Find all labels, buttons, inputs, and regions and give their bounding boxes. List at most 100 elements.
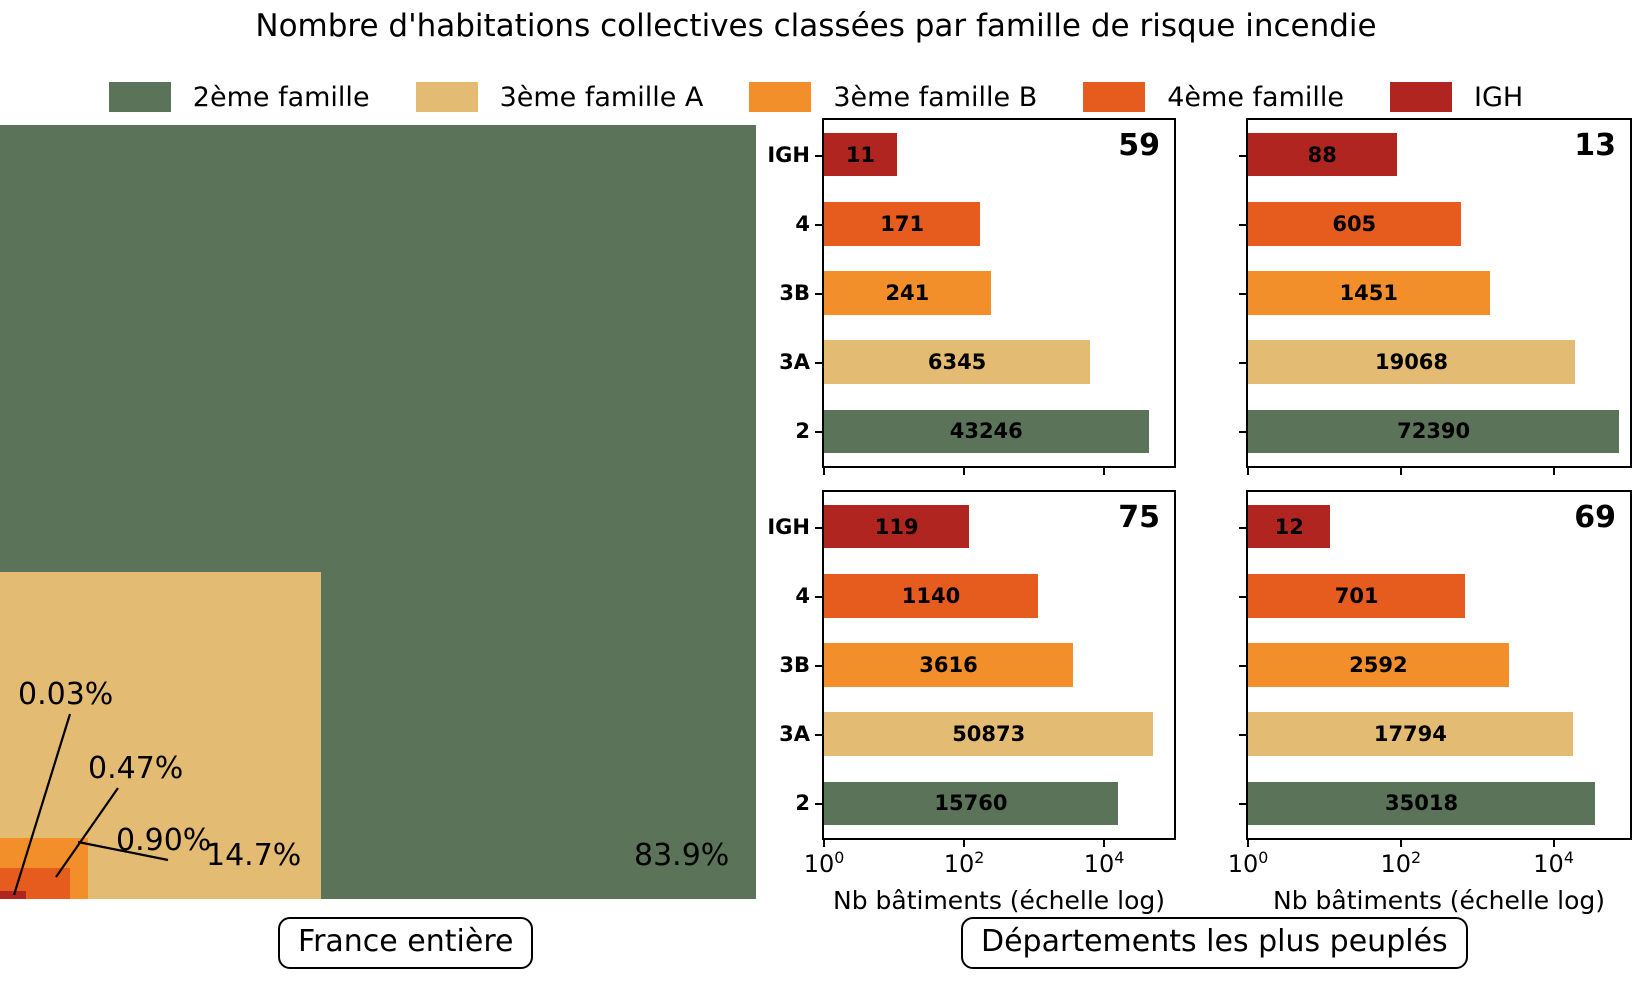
bar-value-label: 1451: [1339, 280, 1398, 305]
y-tick-label-2: 2: [795, 419, 810, 444]
bar-3b: 3616: [824, 643, 1074, 687]
x-tick-mark: [963, 466, 965, 475]
bar-3b: 2592: [1248, 643, 1509, 687]
legend-swatch-icon: [108, 82, 171, 112]
legend-swatch-icon: [1390, 82, 1452, 112]
bar-3a: 6345: [824, 340, 1091, 384]
y-tick-mark: [1239, 595, 1248, 598]
panel-dept-69: 12 701 2592 17794 35018 100 102 104 69 Nb bâtimen…: [1204, 490, 1632, 915]
x-tick-label: 102: [1380, 848, 1422, 878]
panel-dept-13: 88 605 1451 19068 72390 13: [1204, 118, 1632, 475]
bar-value-label: 72390: [1397, 419, 1471, 444]
x-tick-mark: [1399, 466, 1402, 475]
caption-departements: Départements les plus peuplés: [961, 917, 1468, 969]
legend-label: IGH: [1474, 81, 1524, 113]
y-tick-mark: [815, 293, 824, 295]
y-tick-mark: [815, 665, 824, 667]
y-tick-mark: [1239, 362, 1248, 365]
bar-igh: 88: [1248, 132, 1397, 177]
bar-igh: 119: [824, 504, 970, 549]
y-tick-mark: [1239, 154, 1248, 157]
legend-label: 4ème famille: [1167, 81, 1344, 113]
bar-2: 43246: [824, 409, 1149, 454]
bar-value-label: 1140: [901, 583, 961, 608]
bar-value-label: 12: [1274, 514, 1304, 539]
bar-4: 171: [824, 202, 981, 246]
x-tick-mark: [1399, 838, 1402, 847]
panel-department-number: 13: [1574, 128, 1616, 163]
y-tick-label-3a: 3A: [779, 350, 810, 375]
bar-value-label: 11: [845, 142, 876, 167]
x-tick-exponent: 0: [1258, 848, 1269, 868]
treemap-percent-label: 14.7%: [206, 838, 302, 873]
bar-igh: 11: [824, 132, 897, 177]
legend-swatch-icon: [415, 82, 478, 112]
legend-item-1: 2ème famille: [108, 81, 370, 113]
treemap-rect-5: [0, 891, 26, 899]
y-tick-mark: [815, 595, 824, 598]
legend-swatch-icon: [1083, 82, 1146, 112]
x-tick-label: 100: [804, 848, 845, 878]
legend-label: 2ème famille: [192, 81, 370, 113]
x-tick-mark: [1103, 466, 1105, 475]
treemap-percent-label: 83.9%: [634, 838, 730, 873]
y-tick-label-3b: 3B: [779, 281, 810, 305]
bar-igh: 12: [1248, 504, 1331, 549]
panel-department-number: 69: [1574, 500, 1616, 535]
bar-value-label: 35018: [1385, 791, 1459, 816]
x-axis-title: Nb bâtiments (échelle log): [833, 886, 1165, 915]
bar-value-label: 241: [885, 280, 930, 305]
x-tick-mantissa: 10: [1083, 850, 1115, 878]
panel-axes: 88 605 1451 19068 72390 13: [1239, 118, 1632, 475]
bar-3b: 1451: [1248, 271, 1490, 315]
panel-plot-area: 119 IGH 1140 4 3616 3B 50873 3A 15760 2 100 102 104 7…: [767, 492, 1174, 915]
x-tick-label: 104: [1533, 848, 1574, 878]
legend: 2ème famille 3ème famille A 3ème famille B…: [0, 75, 1632, 119]
bar-4: 701: [1248, 574, 1466, 618]
y-tick-mark: [815, 734, 824, 737]
page-title: Nombre d'habitations collectives classée…: [255, 8, 1377, 44]
bar-value-label: 19068: [1374, 350, 1449, 375]
y-tick-label-4: 4: [795, 583, 810, 608]
bar-value-label: 43246: [949, 419, 1023, 444]
x-tick-mark: [1103, 838, 1105, 847]
legend-item-3: 3ème famille B: [749, 82, 1037, 113]
bar-value-label: 17794: [1373, 722, 1447, 747]
panel-dept-75: 119 IGH 1140 4 3616 3B 50873 3A 15760 2 100 102 104 7…: [767, 490, 1176, 915]
y-tick-label-2: 2: [795, 791, 810, 816]
bar-2: 35018: [1248, 781, 1596, 826]
x-tick-mantissa: 10: [1227, 850, 1259, 878]
y-tick-mark: [815, 362, 824, 365]
y-tick-mark: [1239, 803, 1248, 806]
bar-value-label: 701: [1334, 583, 1379, 608]
treemap-percent-label: 0.47%: [88, 751, 184, 786]
y-tick-label-igh: IGH: [767, 142, 810, 167]
bar-value-label: 88: [1307, 142, 1337, 167]
x-tick-mark: [1247, 466, 1249, 475]
x-tick-exponent: 4: [1563, 848, 1574, 868]
x-tick-exponent: 4: [1114, 848, 1125, 868]
panel-plot-area: 12 701 2592 17794 35018 100 102 104 69 Nb bâtimen…: [1228, 492, 1630, 915]
bar-value-label: 119: [874, 514, 919, 539]
y-tick-mark: [1239, 293, 1248, 295]
y-tick-label-3a: 3A: [779, 722, 810, 747]
bar-3a: 17794: [1248, 712, 1573, 756]
x-tick-exponent: 2: [974, 848, 985, 868]
bar-value-label: 2592: [1349, 652, 1408, 677]
y-tick-mark: [815, 803, 824, 806]
y-tick-mark: [1239, 734, 1248, 737]
panel-plot-area: 11 IGH 171 4 241 3B 6345 3A 43246 2 59: [767, 120, 1174, 475]
bar-value-label: 171: [880, 211, 925, 236]
bar-4: 605: [1248, 202, 1461, 246]
y-tick-mark: [1239, 223, 1248, 226]
x-tick-exponent: 2: [1411, 848, 1422, 868]
bar-2: 72390: [1248, 409, 1620, 454]
bar-value-label: 3616: [919, 652, 978, 677]
bar-value-label: 15760: [934, 791, 1008, 816]
x-tick-mantissa: 10: [1533, 850, 1564, 878]
y-tick-label-igh: IGH: [767, 514, 810, 539]
y-tick-mark: [815, 526, 824, 529]
bar-4: 1140: [824, 574, 1038, 618]
panel-plot-area: 88 605 1451 19068 72390 13: [1239, 120, 1630, 475]
legend-item-5: IGH: [1390, 82, 1523, 113]
